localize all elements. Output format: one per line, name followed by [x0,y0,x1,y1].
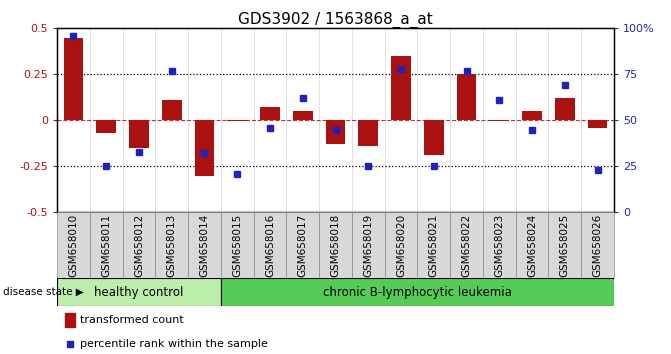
Bar [227,120,247,121]
Bar [581,212,614,278]
Bar [384,212,417,278]
Bar [123,212,155,278]
Text: GSM658022: GSM658022 [462,213,472,277]
Text: GSM658025: GSM658025 [560,213,570,277]
Text: GSM658017: GSM658017 [298,213,308,277]
Text: GSM658013: GSM658013 [166,213,176,277]
Text: GSM658010: GSM658010 [68,213,79,277]
Bar [57,278,221,306]
Bar [516,212,548,278]
Text: GSM658018: GSM658018 [331,213,340,277]
Text: GSM658026: GSM658026 [592,213,603,277]
Bar [90,212,123,278]
Bar [522,111,542,120]
Bar [129,120,149,148]
Bar [260,108,280,120]
Text: transformed count: transformed count [81,315,184,325]
Title: GDS3902 / 1563868_a_at: GDS3902 / 1563868_a_at [238,12,433,28]
Bar [417,212,450,278]
Bar [352,212,384,278]
Text: disease state ▶: disease state ▶ [3,287,84,297]
Bar [391,56,411,120]
Bar [57,212,90,278]
Bar [450,212,483,278]
Bar [162,100,182,120]
Bar [489,120,509,121]
Bar [155,212,188,278]
Text: GSM658012: GSM658012 [134,213,144,277]
Text: GSM658019: GSM658019 [363,213,373,277]
Bar [65,313,75,327]
Bar [588,120,607,128]
Text: GSM658015: GSM658015 [232,213,242,277]
Text: GSM658020: GSM658020 [396,213,406,277]
Text: GSM658023: GSM658023 [495,213,505,277]
Text: healthy control: healthy control [94,286,184,298]
Bar [293,111,313,120]
Bar [358,120,378,146]
Bar [548,212,581,278]
Bar [188,212,221,278]
Bar [97,120,116,133]
Text: GSM658011: GSM658011 [101,213,111,277]
Text: GSM658021: GSM658021 [429,213,439,277]
Text: chronic B-lymphocytic leukemia: chronic B-lymphocytic leukemia [323,286,512,298]
Bar [319,212,352,278]
Bar [483,212,516,278]
Text: GSM658014: GSM658014 [199,213,209,277]
Bar [457,74,476,120]
Bar [325,120,346,144]
Text: GSM658016: GSM658016 [265,213,275,277]
Bar [221,212,254,278]
Text: GSM658024: GSM658024 [527,213,537,277]
Bar [287,212,319,278]
Bar [424,120,444,155]
Text: percentile rank within the sample: percentile rank within the sample [81,339,268,349]
Bar [254,212,287,278]
Bar [195,120,214,176]
Bar [221,278,614,306]
Bar [64,38,83,120]
Bar [555,98,574,120]
